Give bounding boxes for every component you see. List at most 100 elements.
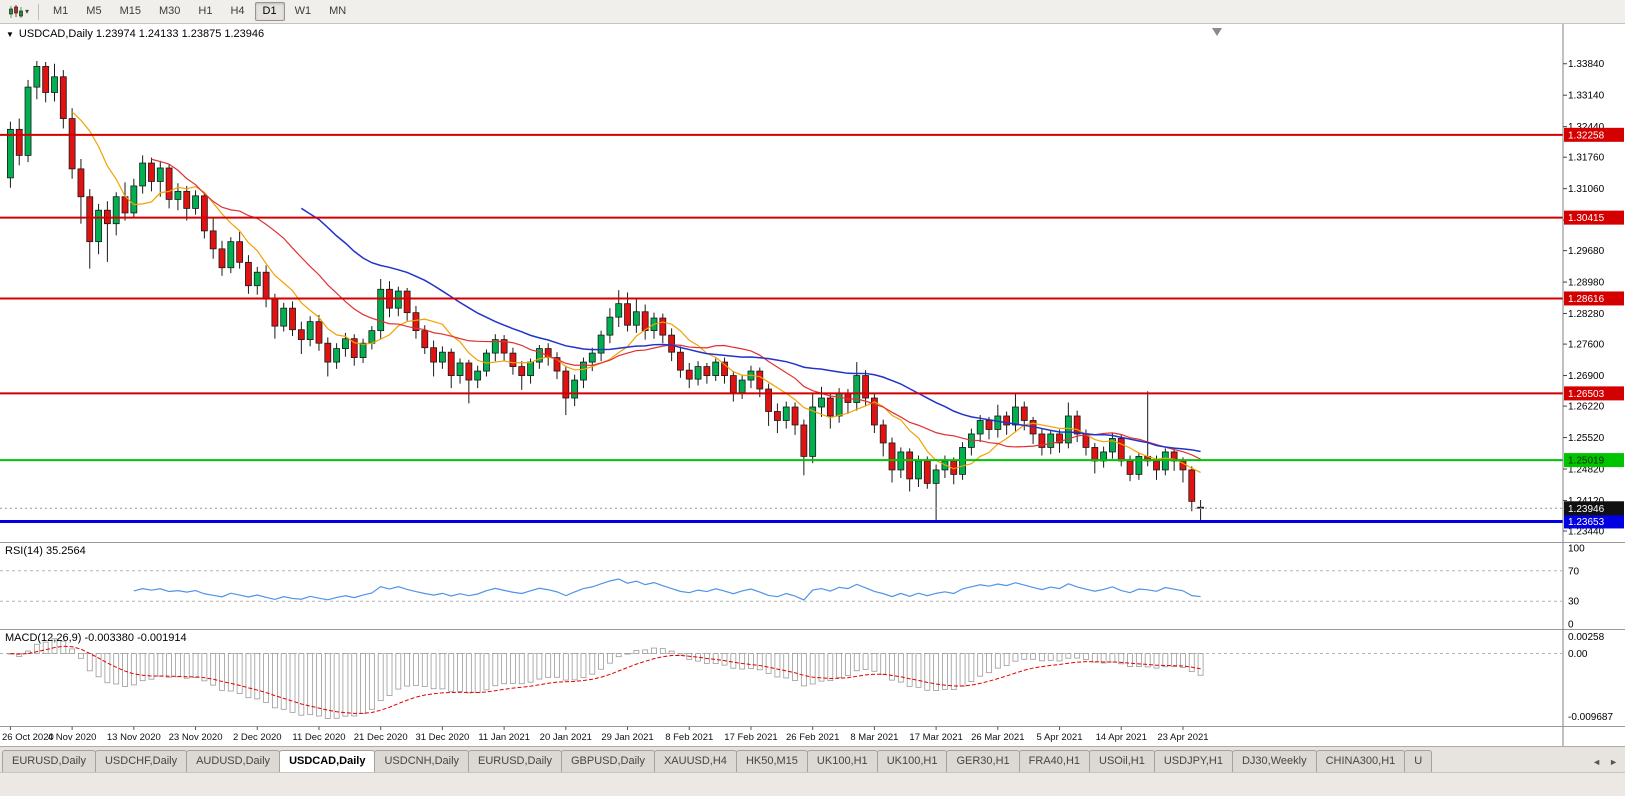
date-axis-label: 23 Nov 2020 — [169, 732, 223, 743]
rsi-indicator-label: RSI(14) 35.2564 — [5, 545, 86, 557]
candles-layer — [7, 61, 1204, 522]
tab-scroll-right-icon[interactable]: ► — [1609, 757, 1618, 767]
macd-bar — [924, 653, 931, 691]
macd-bar — [316, 653, 322, 717]
symbol-tab-china300-h1[interactable]: CHINA300,H1 — [1315, 750, 1406, 772]
timeframe-button-d1[interactable]: D1 — [254, 2, 285, 21]
symbol-tab-usdjpy-h1[interactable]: USDJPY,H1 — [1153, 750, 1233, 772]
timeframe-button-w1[interactable]: W1 — [294, 5, 312, 17]
candle-body — [15, 128, 23, 156]
candle-body — [447, 351, 455, 376]
symbol-tab-eurusd-daily[interactable]: EURUSD,Daily — [468, 750, 562, 772]
macd-bar — [474, 653, 481, 694]
symbol-tab-uk100-h1[interactable]: UK100,H1 — [876, 750, 948, 772]
candle-body — [791, 406, 799, 426]
macd-bar — [818, 653, 825, 682]
candle-body — [412, 312, 420, 332]
price-axis-label: 1.33140 — [1568, 91, 1605, 102]
symbol-tab-u[interactable]: U — [1404, 750, 1433, 772]
ma-slow-line — [300, 207, 1201, 453]
chart-canvas[interactable]: 1.338401.331401.324401.317601.310601.303… — [0, 24, 1625, 746]
candle-body — [694, 366, 702, 380]
macd-bar — [139, 653, 146, 682]
candle-body — [42, 66, 50, 93]
chart-shift-marker[interactable] — [1212, 28, 1222, 36]
macd-histogram — [7, 638, 1204, 719]
timeframe-button-m15[interactable]: M15 — [119, 5, 141, 17]
macd-bar — [421, 653, 428, 687]
macd-bar — [1171, 653, 1178, 667]
candle-body — [659, 317, 667, 336]
macd-bar — [748, 653, 754, 669]
candle-body — [518, 366, 526, 376]
macd-axis-label: 0.00258 — [1568, 632, 1605, 643]
candle-body — [1003, 415, 1011, 426]
hline-badge-label: 1.28616 — [1568, 294, 1605, 305]
price-axis-label: 1.26220 — [1568, 402, 1605, 413]
candle-body — [641, 311, 649, 332]
candle-body — [668, 334, 676, 353]
chart-type-dropdown-icon[interactable]: ▾ — [25, 7, 30, 16]
macd-bar — [510, 653, 516, 684]
timeframe-button-m1[interactable]: M1 — [53, 5, 69, 17]
macd-bar — [368, 653, 375, 710]
symbol-tab-usdcnh-daily[interactable]: USDCNH,Daily — [374, 750, 470, 772]
timeframe-button-h1[interactable]: H1 — [198, 5, 213, 17]
symbol-tab-dj30-weekly[interactable]: DJ30,Weekly — [1231, 750, 1317, 772]
macd-bar — [289, 653, 296, 713]
candle-body — [86, 196, 94, 243]
macd-bar — [792, 653, 798, 681]
symbol-dropdown-icon[interactable]: ▼ — [6, 29, 14, 39]
candle-body — [509, 352, 517, 367]
candle-body — [130, 185, 138, 214]
candle-body — [562, 370, 570, 399]
timeframe-button-m30[interactable]: M30 — [158, 5, 181, 17]
symbol-tab-usdcad-daily[interactable]: USDCAD,Daily — [279, 750, 376, 772]
symbol-tab-hk50-m15[interactable]: HK50,M15 — [735, 750, 808, 772]
symbol-tab-audusd-daily[interactable]: AUDUSD,Daily — [186, 750, 281, 772]
symbol-tab-xauusd-h4[interactable]: XAUUSD,H4 — [653, 750, 737, 772]
timeframe-button-m5[interactable]: M5 — [86, 5, 102, 17]
date-axis-label: 8 Mar 2021 — [850, 732, 898, 743]
candle-body — [262, 271, 270, 300]
candle-body — [1038, 433, 1046, 448]
symbol-tab-uk100-h1[interactable]: UK100,H1 — [806, 750, 878, 772]
macd-bar — [536, 653, 543, 680]
candle-body — [68, 118, 76, 170]
chart-type-button[interactable]: ▾ — [4, 3, 33, 21]
candle-body — [377, 288, 385, 332]
current-price-badge — [1564, 501, 1624, 516]
candle-body — [227, 241, 235, 269]
symbol-tab-eurusd-daily[interactable]: EURUSD,Daily — [2, 750, 96, 772]
macd-bar — [245, 653, 252, 699]
macd-bar — [122, 653, 128, 687]
timeframe-button-mn[interactable]: MN — [329, 5, 347, 17]
candle-body — [394, 290, 402, 309]
symbol-tab-gbpusd-daily[interactable]: GBPUSD,Daily — [561, 750, 655, 772]
candle-body — [1012, 406, 1019, 426]
macd-bar — [1135, 653, 1142, 667]
candle-body — [77, 168, 85, 198]
symbol-tab-fra40-h1[interactable]: FRA40,H1 — [1018, 750, 1091, 772]
date-axis-label: 8 Feb 2021 — [665, 732, 713, 743]
macd-bar — [439, 653, 446, 690]
chart-area: 1.338401.331401.324401.317601.310601.303… — [0, 24, 1625, 746]
timeframe-button-h4[interactable]: H4 — [230, 5, 245, 17]
macd-bar — [413, 653, 419, 686]
macd-bar — [192, 653, 199, 678]
macd-bar — [1188, 653, 1195, 672]
current-price-badge-label: 1.23946 — [1568, 504, 1605, 515]
candle-body — [800, 424, 808, 457]
candlestick-chart-icon — [9, 4, 23, 18]
hline-badge-label: 1.32258 — [1568, 130, 1605, 141]
symbol-tab-usdchf-daily[interactable]: USDCHF,Daily — [94, 750, 188, 772]
candle-body — [1073, 415, 1081, 435]
candle-body — [218, 248, 226, 269]
macd-signal-line — [10, 645, 1201, 714]
tab-scroll-left-icon[interactable]: ◄ — [1592, 757, 1602, 767]
price-axis-label: 1.26900 — [1568, 371, 1605, 382]
price-axis-label: 1.33840 — [1568, 59, 1605, 70]
symbol-tab-usoil-h1[interactable]: USOil,H1 — [1089, 750, 1155, 772]
macd-bar — [915, 653, 922, 688]
symbol-tab-ger30-h1[interactable]: GER30,H1 — [946, 750, 1020, 772]
